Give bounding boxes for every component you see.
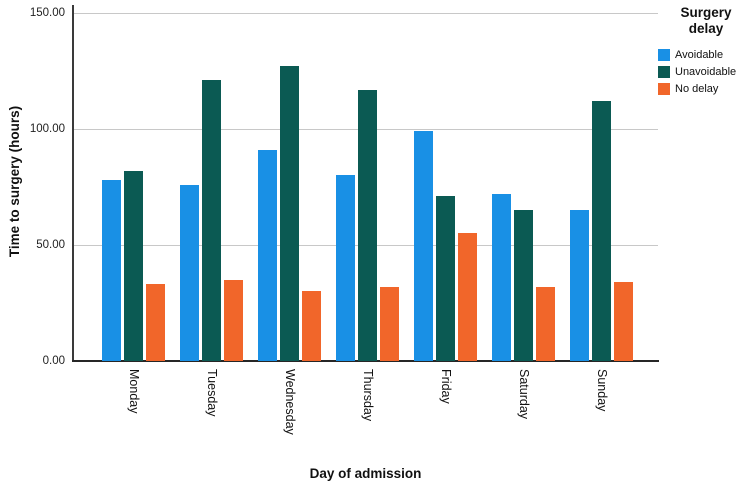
bar-unavoidable-friday (435, 196, 455, 361)
x-axis-line (72, 360, 659, 362)
legend-swatch-no-delay (658, 83, 670, 96)
legend-items: Avoidable Unavoidable No delay (658, 49, 754, 96)
legend-item-no-delay: No delay (658, 83, 754, 96)
legend-item-avoidable: Avoidable (658, 49, 754, 62)
bar-unavoidable-tuesday (201, 80, 221, 361)
bar-avoidable-friday (413, 131, 433, 361)
bar-no-delay-wednesday (301, 291, 321, 361)
ytick-label-50: 50.00 (36, 239, 65, 251)
bar-avoidable-thursday (335, 175, 355, 361)
legend-swatch-unavoidable (658, 66, 670, 79)
ytick-label-150: 150.00 (29, 7, 65, 19)
legend-label-avoidable: Avoidable (675, 49, 724, 62)
y-axis-title-wrap: Time to surgery (hours) (0, 0, 30, 362)
legend-label-no-delay: No delay (675, 83, 719, 96)
bar-no-delay-tuesday (223, 280, 243, 361)
legend: Surgery delay Avoidable Unavoidable No del… (658, 5, 754, 100)
bar-unavoidable-saturday (513, 210, 533, 361)
gridline-150 (74, 13, 658, 14)
bar-unavoidable-wednesday (279, 66, 299, 361)
category-label-sunday: Sunday (594, 369, 609, 412)
bar-avoidable-wednesday (257, 150, 277, 361)
bar-unavoidable-monday (123, 171, 143, 361)
bar-unavoidable-thursday (357, 90, 377, 361)
y-axis-line (72, 5, 74, 362)
category-label-monday: Monday (126, 369, 141, 414)
bar-avoidable-sunday (569, 210, 589, 361)
bar-no-delay-sunday (613, 282, 633, 361)
bar-no-delay-thursday (379, 287, 399, 361)
ytick-label-100: 100.00 (29, 123, 65, 135)
bar-no-delay-monday (145, 284, 165, 361)
bar-no-delay-saturday (535, 287, 555, 361)
category-label-tuesday: Tuesday (204, 369, 219, 417)
legend-title: Surgery delay (680, 5, 732, 36)
legend-item-unavoidable: Unavoidable (658, 66, 754, 79)
bar-no-delay-friday (457, 233, 477, 361)
ytick-label-0: 0.00 (42, 355, 65, 367)
category-label-friday: Friday (438, 369, 453, 404)
category-label-wednesday: Wednesday (282, 369, 297, 435)
bar-avoidable-saturday (491, 194, 511, 361)
x-axis-title: Day of admission (309, 466, 422, 481)
bar-avoidable-monday (101, 180, 121, 361)
bar-unavoidable-sunday (591, 101, 611, 361)
legend-swatch-avoidable (658, 49, 670, 62)
bar-avoidable-tuesday (179, 185, 199, 361)
category-label-saturday: Saturday (516, 369, 531, 420)
legend-label-unavoidable: Unavoidable (675, 66, 737, 79)
category-label-thursday: Thursday (360, 369, 375, 422)
